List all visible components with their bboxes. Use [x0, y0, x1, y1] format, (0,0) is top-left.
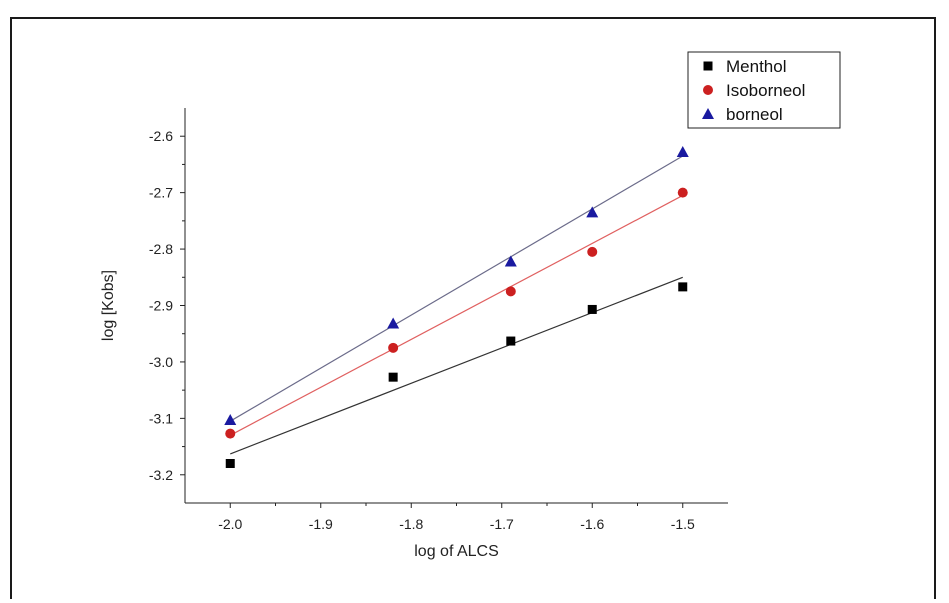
x-ticks: -2.0 -1.9 -1.8 -1.7 -1.6 -1.5	[218, 503, 695, 532]
data-point-borneol	[387, 317, 400, 329]
legend-marker-isoborneol	[703, 85, 713, 95]
y-tick-label: -2.6	[149, 128, 173, 144]
legend-box	[687, 51, 841, 129]
y-tick-label: -2.9	[149, 298, 173, 314]
x-tick-label: -1.7	[490, 516, 514, 532]
legend-label-borneol: borneol	[726, 105, 783, 124]
legend-label-isoborneol: Isoborneol	[726, 81, 805, 100]
data-point-isoborneol	[677, 187, 688, 198]
data-point-menthol	[678, 282, 688, 292]
fit-line-menthol	[230, 276, 683, 455]
data-point-menthol	[388, 372, 398, 382]
y-tick-label: -3.2	[149, 467, 173, 483]
data-point-isoborneol	[587, 246, 598, 257]
data-point-menthol	[587, 304, 597, 314]
fit-line-borneol	[229, 155, 684, 422]
data-point-menthol	[225, 459, 235, 468]
legend-label-menthol: Menthol	[726, 57, 786, 76]
legend-items: Menthol Isoborneol borneol	[702, 57, 805, 124]
axes	[184, 108, 728, 504]
x-tick-label: -1.5	[671, 516, 695, 532]
x-tick-label: -1.6	[580, 516, 604, 532]
legend-marker-borneol	[702, 108, 714, 119]
x-tick-label: -1.8	[399, 516, 423, 532]
y-axis-label: log [Kobs]	[100, 270, 117, 341]
figure-frame	[10, 17, 936, 599]
x-tick-label: -2.0	[218, 516, 242, 532]
fit-line-isoborneol	[229, 194, 684, 436]
legend: Menthol Isoborneol borneol	[687, 51, 841, 129]
y-tick-label: -2.8	[149, 241, 173, 257]
data-point-borneol	[504, 255, 517, 267]
data-point-menthol	[506, 336, 516, 346]
data-point-borneol	[586, 206, 599, 218]
fit-lines	[229, 155, 684, 455]
data-point-isoborneol	[505, 286, 516, 297]
x-tick-label: -1.9	[309, 516, 333, 532]
data-point-borneol	[676, 146, 689, 158]
data-point-isoborneol	[388, 342, 399, 353]
x-axis-label: log of ALCS	[414, 543, 499, 560]
y-tick-label: -3.1	[149, 410, 173, 426]
y-tick-label: -3.0	[149, 354, 173, 370]
legend-marker-menthol	[703, 61, 713, 71]
data-point-borneol	[224, 414, 237, 426]
data-point-isoborneol	[225, 428, 236, 439]
y-ticks: -2.6 -2.7 -2.8 -2.9 -3.0 -3.1 -3.2	[149, 128, 185, 483]
y-tick-label: -2.7	[149, 185, 173, 201]
data-points	[224, 146, 689, 468]
